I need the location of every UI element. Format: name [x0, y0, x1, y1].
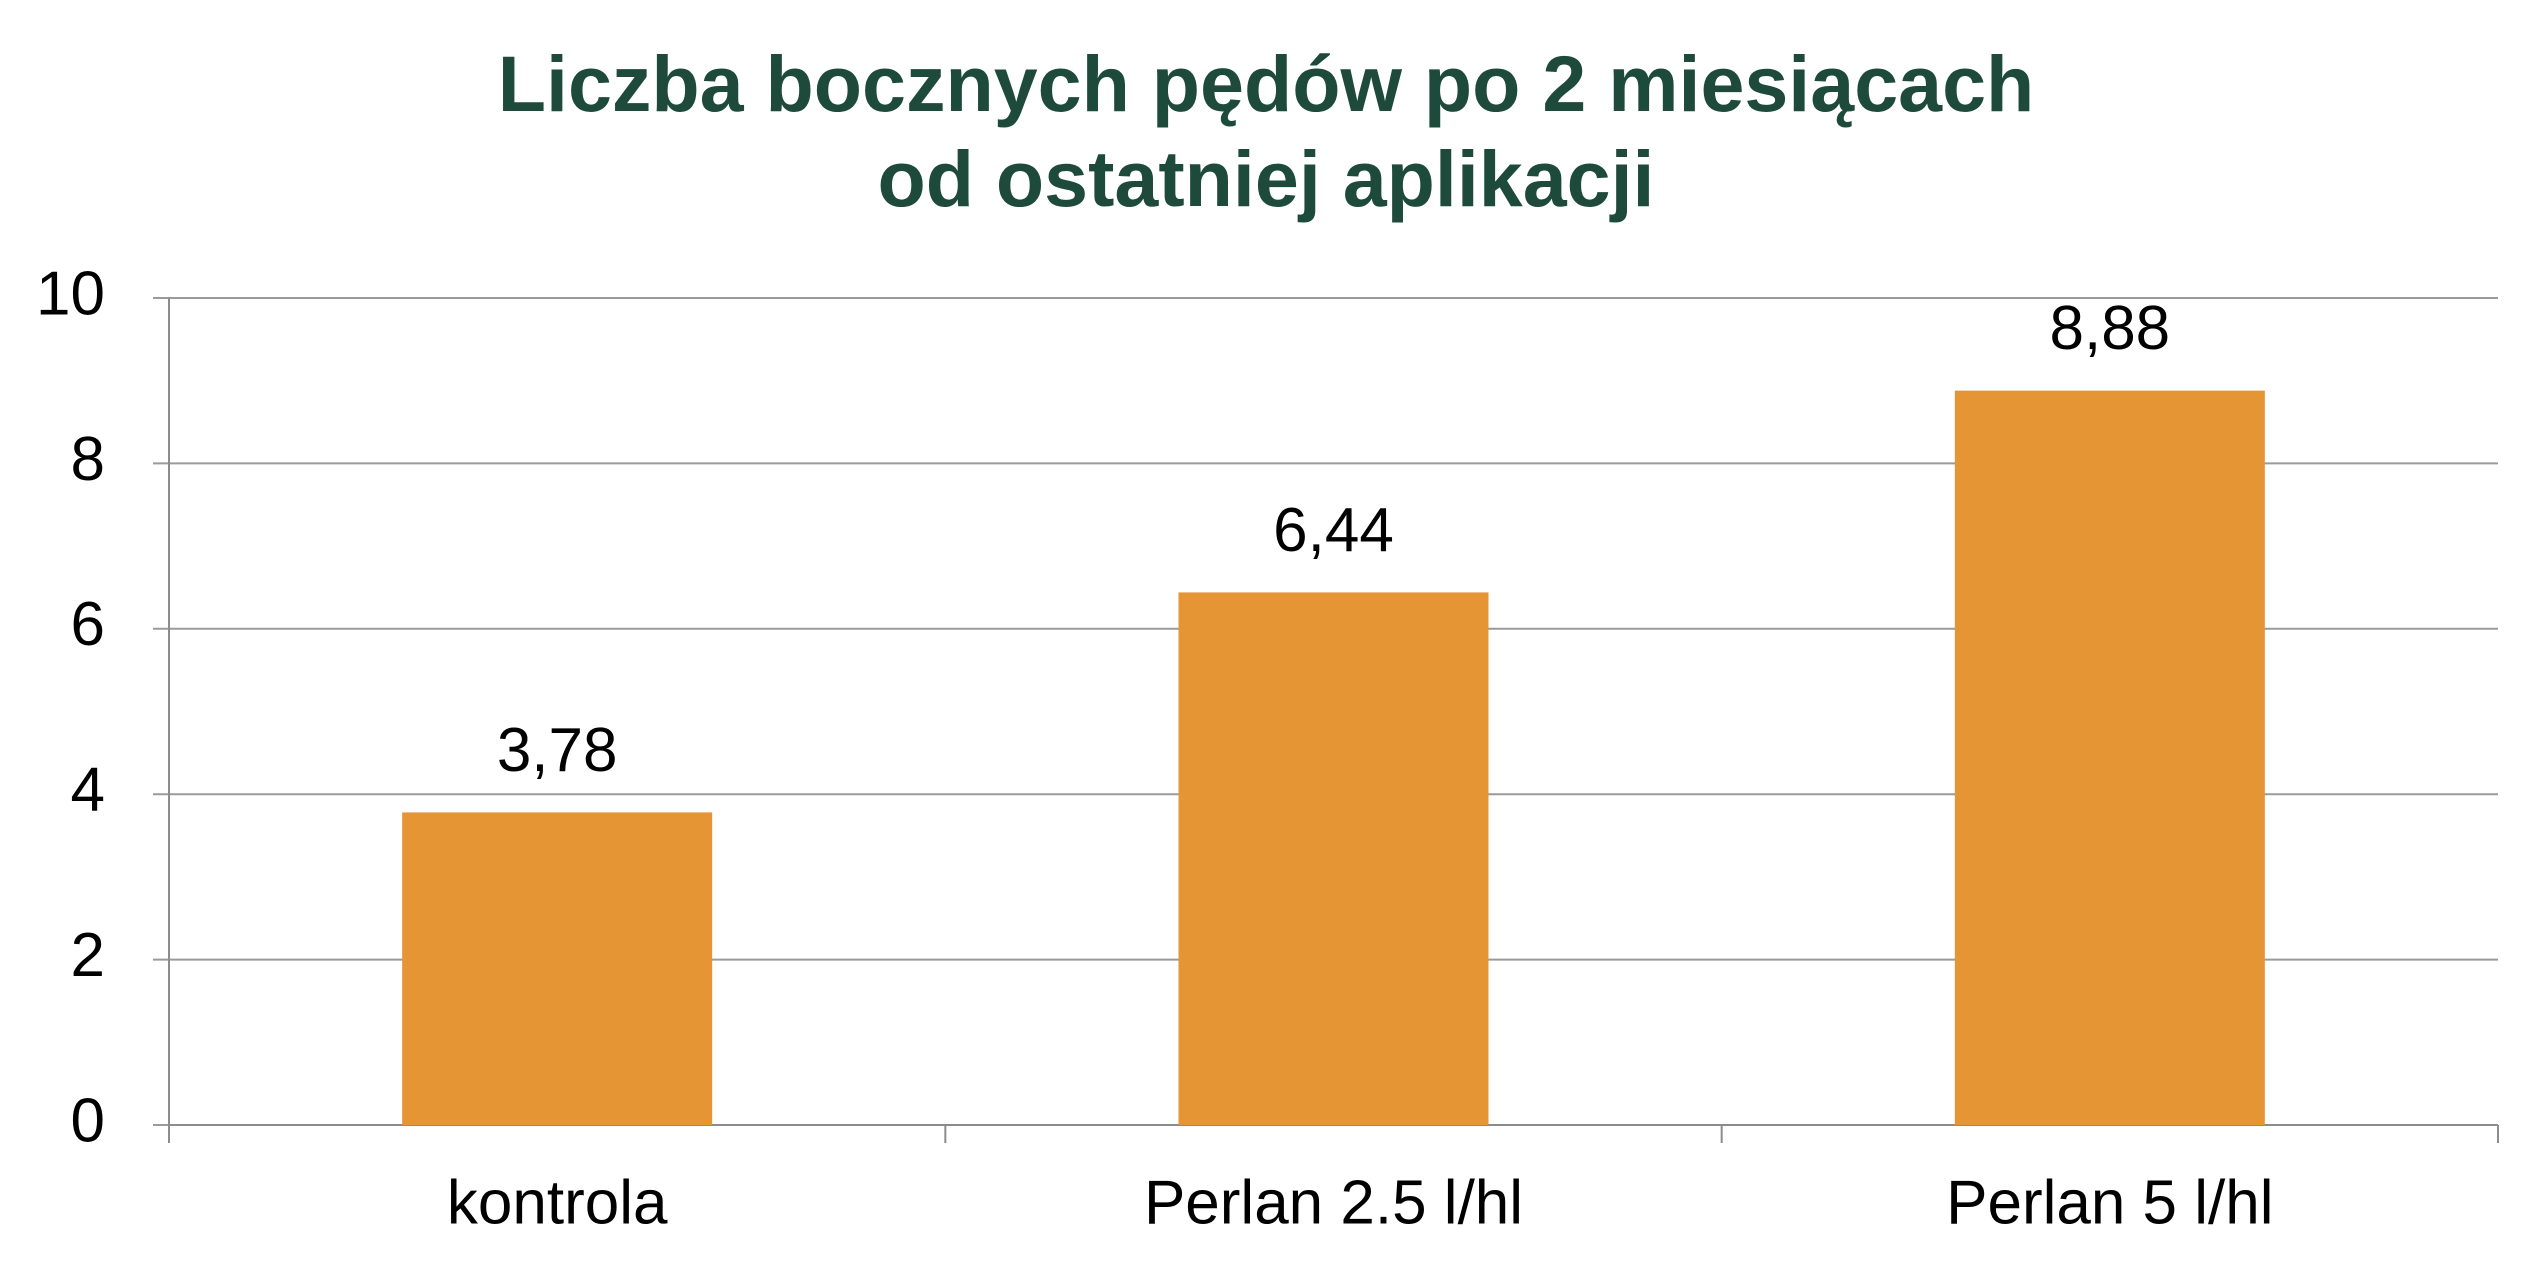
data-label: 3,78 [497, 716, 618, 785]
bar [1954, 390, 2265, 1125]
bar [402, 812, 713, 1125]
chart-title: od ostatniej aplikacji [877, 134, 1654, 223]
x-tick-label: Perlan 5 l/hl [1946, 1168, 2273, 1237]
y-tick-label: 2 [71, 921, 105, 990]
y-tick-label: 10 [36, 259, 105, 328]
y-tick-label: 0 [71, 1086, 105, 1155]
chart-title: Liczba bocznych pędów po 2 miesiącach [498, 39, 2035, 128]
bar [1178, 592, 1489, 1125]
data-label: 6,44 [1273, 496, 1394, 565]
x-tick-label: kontrola [447, 1168, 668, 1237]
data-label: 8,88 [2049, 294, 2170, 363]
y-tick-label: 6 [71, 590, 105, 659]
y-tick-label: 4 [71, 756, 105, 825]
y-tick-label: 8 [71, 425, 105, 494]
x-tick-label: Perlan 2.5 l/hl [1144, 1168, 1523, 1237]
